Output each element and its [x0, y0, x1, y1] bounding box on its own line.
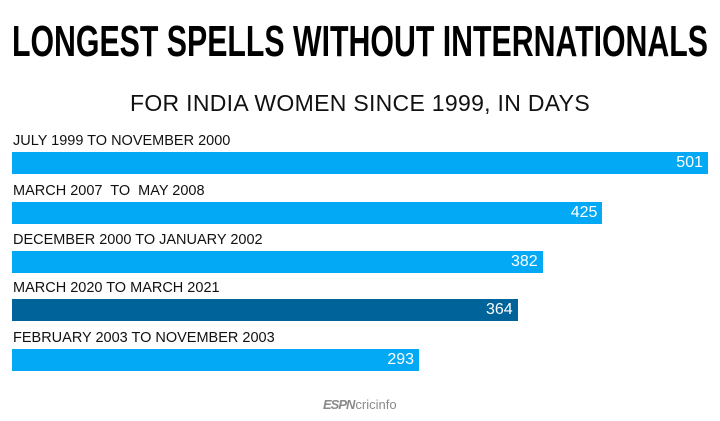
- bar-value-label: 501: [676, 154, 703, 171]
- chart-title-text: LONGEST SPELLS WITHOUT INTERNATIONALS: [12, 17, 708, 64]
- espncricinfo-logo: ESPNcricinfo: [323, 397, 397, 412]
- bar: 501: [12, 152, 708, 174]
- bar-value-label: 425: [570, 204, 598, 221]
- bar-value-label: 293: [387, 351, 415, 368]
- bar-label: JULY 1999 TO NOVEMBER 2000: [13, 133, 231, 149]
- chart-subtitle: FOR INDIA WOMEN SINCE 1999, IN DAYS: [130, 90, 590, 116]
- bar: 382: [12, 251, 543, 273]
- bar-label: DECEMBER 2000 TO JANUARY 2002: [13, 232, 263, 248]
- bar: 364: [12, 299, 518, 321]
- bar-label: MARCH 2020 TO MARCH 2021: [13, 280, 220, 296]
- bar: 425: [12, 202, 603, 224]
- bar: 293: [12, 349, 420, 371]
- bar-label: MARCH 2007 TO MAY 2008: [13, 183, 205, 199]
- chart-title: LONGEST SPELLS WITHOUT INTERNATIONALS: [12, 17, 708, 64]
- bar-label: FEBRUARY 2003 TO NOVEMBER 2003: [13, 330, 275, 346]
- bar-value-label: 364: [485, 301, 513, 318]
- bar-value-label: 382: [510, 253, 538, 270]
